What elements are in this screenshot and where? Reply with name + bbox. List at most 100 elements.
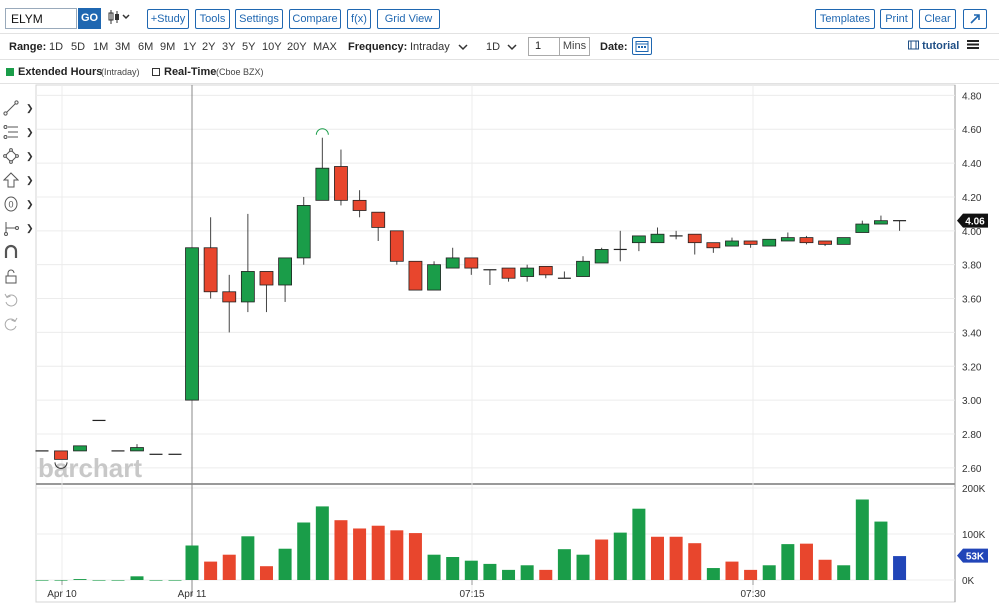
volume-bar bbox=[855, 499, 869, 580]
fib-tool[interactable]: ❯ bbox=[3, 124, 35, 144]
chart-type-selector[interactable] bbox=[107, 9, 135, 27]
range-10y[interactable]: 10Y bbox=[262, 41, 282, 53]
templates-button[interactable]: Templates bbox=[815, 9, 875, 29]
volume-bar bbox=[464, 560, 478, 580]
chevron-right-icon: ❯ bbox=[26, 223, 34, 233]
candle-body bbox=[296, 205, 311, 259]
volume-bar bbox=[259, 566, 273, 580]
volume-bar bbox=[706, 568, 720, 580]
volume-tick-label: 200K bbox=[962, 484, 986, 495]
volume-bar bbox=[408, 533, 422, 580]
candle-body bbox=[54, 450, 68, 460]
candlestick-icon bbox=[108, 10, 130, 24]
session-low-marker bbox=[54, 462, 68, 469]
lock-tool[interactable] bbox=[3, 268, 35, 288]
fib-tool-icon bbox=[3, 125, 18, 139]
volume-bar bbox=[632, 508, 646, 580]
range-1m[interactable]: 1M bbox=[93, 41, 109, 53]
undo-icon bbox=[4, 293, 18, 307]
volume-bar bbox=[427, 554, 441, 580]
volume-bar bbox=[149, 580, 163, 581]
text-tool[interactable]: 0 ❯ bbox=[3, 196, 35, 216]
settings-button[interactable]: Settings bbox=[235, 9, 283, 29]
interval-input[interactable]: 1 bbox=[528, 37, 560, 56]
candle-body bbox=[799, 237, 814, 244]
candle-body bbox=[780, 237, 795, 242]
tutorial-link[interactable]: tutorial bbox=[908, 40, 959, 52]
candle-body bbox=[631, 235, 646, 244]
range-6m[interactable]: 6M bbox=[138, 41, 154, 53]
range-3y[interactable]: 3Y bbox=[222, 41, 236, 53]
undo-button[interactable] bbox=[3, 292, 35, 312]
volume-bar bbox=[222, 554, 236, 580]
price-tick-label: 3.80 bbox=[962, 261, 982, 272]
expand-button[interactable] bbox=[963, 9, 987, 29]
volume-bar bbox=[204, 561, 218, 580]
date-picker-button[interactable] bbox=[632, 37, 652, 55]
last-price-badge bbox=[957, 213, 988, 228]
volume-bar bbox=[744, 569, 758, 580]
range-5y[interactable]: 5Y bbox=[242, 41, 256, 53]
range-20y[interactable]: 20Y bbox=[287, 41, 307, 53]
volume-series bbox=[35, 499, 907, 581]
date-label: Date: bbox=[600, 41, 628, 53]
tools-button[interactable]: Tools bbox=[195, 9, 230, 29]
volume-bar bbox=[818, 559, 832, 580]
volume-bar bbox=[539, 569, 553, 580]
chevron-right-icon: ❯ bbox=[26, 175, 34, 185]
volume-tick-label: 100K bbox=[962, 530, 986, 541]
study-button[interactable]: +Study bbox=[147, 9, 189, 29]
candle-body bbox=[501, 267, 516, 279]
shape-tool[interactable]: ❯ bbox=[3, 148, 35, 168]
candle-body bbox=[818, 240, 832, 245]
candle-body bbox=[836, 237, 851, 245]
candle-body bbox=[73, 445, 87, 452]
candle-body bbox=[222, 291, 237, 303]
grid-view-button[interactable]: Grid View bbox=[377, 9, 440, 29]
redo-button[interactable] bbox=[3, 316, 35, 336]
volume-bar bbox=[390, 530, 404, 580]
range-9m[interactable]: 9M bbox=[160, 41, 176, 53]
clear-button[interactable]: Clear bbox=[919, 9, 956, 29]
last-volume-badge bbox=[957, 548, 988, 563]
session-high-marker bbox=[315, 128, 329, 135]
candle-series bbox=[35, 128, 907, 469]
volume-bar bbox=[557, 549, 571, 580]
chart-grid bbox=[35, 84, 956, 603]
candle-body bbox=[576, 260, 590, 277]
period-select[interactable]: 1D bbox=[480, 39, 520, 55]
arrow-tool[interactable]: ❯ bbox=[2, 172, 35, 192]
line-tool[interactable]: ❯ bbox=[3, 100, 35, 120]
candle-body bbox=[185, 247, 199, 401]
candle-body bbox=[445, 257, 460, 269]
candle-body bbox=[315, 167, 330, 201]
candle-body bbox=[389, 230, 404, 262]
volume-bar bbox=[762, 565, 776, 580]
candle-body bbox=[371, 211, 386, 228]
range-1y[interactable]: 1Y bbox=[183, 41, 197, 53]
magnet-tool[interactable] bbox=[3, 244, 35, 264]
volume-bar bbox=[799, 543, 813, 580]
range-bar: Range: 1D 5D 1M 3M 6M 9M 1Y 2Y 3Y 5Y 10Y… bbox=[0, 34, 999, 60]
print-button[interactable]: Print bbox=[880, 9, 913, 29]
volume-bar bbox=[297, 522, 311, 580]
range-max[interactable]: MAX bbox=[313, 41, 337, 53]
menu-button[interactable] bbox=[967, 38, 981, 52]
go-button[interactable]: GO bbox=[78, 8, 101, 29]
range-1d[interactable]: 1D bbox=[49, 41, 64, 53]
frequency-select[interactable]: Intraday bbox=[410, 39, 472, 55]
range-2y[interactable]: 2Y bbox=[202, 41, 216, 53]
range-5d[interactable]: 5D bbox=[71, 41, 86, 53]
volume-bar bbox=[185, 545, 199, 580]
calendar-icon bbox=[635, 41, 649, 52]
fx-button[interactable]: f(x) bbox=[347, 9, 371, 29]
compare-button[interactable]: Compare bbox=[289, 9, 341, 29]
range-3m[interactable]: 3M bbox=[115, 41, 131, 53]
symbol-input[interactable]: ELYM bbox=[5, 8, 77, 29]
candle-body bbox=[427, 264, 441, 291]
hamburger-icon bbox=[967, 40, 979, 49]
price-tick-label: 3.00 bbox=[962, 396, 982, 407]
last-volume-label: 53K bbox=[966, 552, 985, 563]
measure-tool[interactable]: ❯ bbox=[3, 220, 35, 240]
